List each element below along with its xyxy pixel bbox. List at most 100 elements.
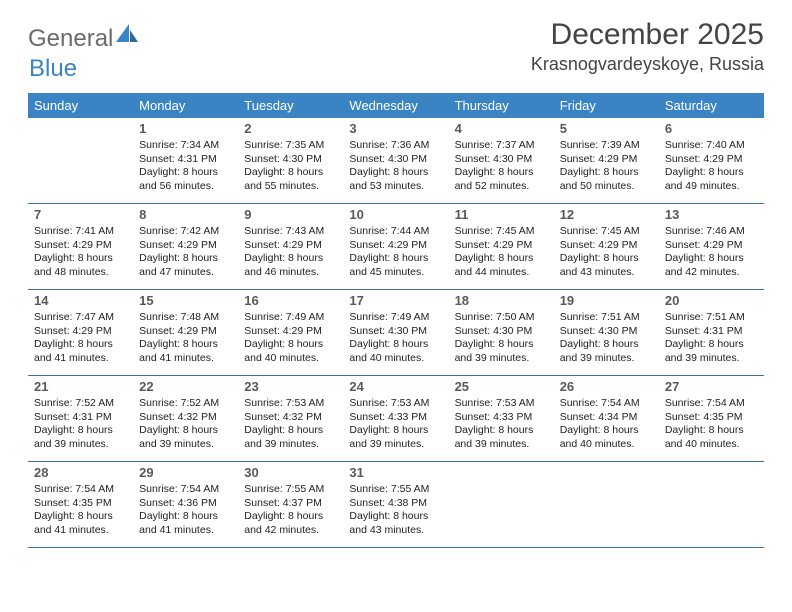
day-number: 19 (560, 293, 653, 310)
day-header: Sunday (28, 93, 133, 118)
day-number: 23 (244, 379, 337, 396)
day-details: Sunrise: 7:43 AMSunset: 4:29 PMDaylight:… (244, 225, 337, 280)
calendar-cell: 1Sunrise: 7:34 AMSunset: 4:31 PMDaylight… (133, 118, 238, 204)
day-header: Thursday (449, 93, 554, 118)
calendar-week: 7Sunrise: 7:41 AMSunset: 4:29 PMDaylight… (28, 204, 764, 290)
day-number: 31 (349, 465, 442, 482)
day-number: 15 (139, 293, 232, 310)
day-details: Sunrise: 7:54 AMSunset: 4:35 PMDaylight:… (665, 397, 758, 452)
calendar-cell: 11Sunrise: 7:45 AMSunset: 4:29 PMDayligh… (449, 204, 554, 290)
day-number: 11 (455, 207, 548, 224)
calendar-cell (449, 462, 554, 548)
calendar-cell: 3Sunrise: 7:36 AMSunset: 4:30 PMDaylight… (343, 118, 448, 204)
day-details: Sunrise: 7:49 AMSunset: 4:30 PMDaylight:… (349, 311, 442, 366)
day-number: 2 (244, 121, 337, 138)
day-header: Saturday (659, 93, 764, 118)
day-details: Sunrise: 7:46 AMSunset: 4:29 PMDaylight:… (665, 225, 758, 280)
day-details: Sunrise: 7:51 AMSunset: 4:31 PMDaylight:… (665, 311, 758, 366)
calendar-cell: 12Sunrise: 7:45 AMSunset: 4:29 PMDayligh… (554, 204, 659, 290)
day-number: 14 (34, 293, 127, 310)
day-details: Sunrise: 7:53 AMSunset: 4:33 PMDaylight:… (455, 397, 548, 452)
day-details: Sunrise: 7:51 AMSunset: 4:30 PMDaylight:… (560, 311, 653, 366)
calendar-cell: 21Sunrise: 7:52 AMSunset: 4:31 PMDayligh… (28, 376, 133, 462)
day-details: Sunrise: 7:37 AMSunset: 4:30 PMDaylight:… (455, 139, 548, 194)
calendar-cell: 25Sunrise: 7:53 AMSunset: 4:33 PMDayligh… (449, 376, 554, 462)
calendar-cell: 10Sunrise: 7:44 AMSunset: 4:29 PMDayligh… (343, 204, 448, 290)
day-details: Sunrise: 7:48 AMSunset: 4:29 PMDaylight:… (139, 311, 232, 366)
calendar-cell: 9Sunrise: 7:43 AMSunset: 4:29 PMDaylight… (238, 204, 343, 290)
calendar-cell: 14Sunrise: 7:47 AMSunset: 4:29 PMDayligh… (28, 290, 133, 376)
day-number: 12 (560, 207, 653, 224)
calendar-cell: 16Sunrise: 7:49 AMSunset: 4:29 PMDayligh… (238, 290, 343, 376)
calendar-cell: 28Sunrise: 7:54 AMSunset: 4:35 PMDayligh… (28, 462, 133, 548)
page-title: December 2025 (531, 18, 764, 52)
day-details: Sunrise: 7:45 AMSunset: 4:29 PMDaylight:… (560, 225, 653, 280)
day-details: Sunrise: 7:44 AMSunset: 4:29 PMDaylight:… (349, 225, 442, 280)
calendar-week: 21Sunrise: 7:52 AMSunset: 4:31 PMDayligh… (28, 376, 764, 462)
calendar-cell: 19Sunrise: 7:51 AMSunset: 4:30 PMDayligh… (554, 290, 659, 376)
day-number: 20 (665, 293, 758, 310)
day-number: 3 (349, 121, 442, 138)
day-number: 9 (244, 207, 337, 224)
calendar-cell: 30Sunrise: 7:55 AMSunset: 4:37 PMDayligh… (238, 462, 343, 548)
day-number: 27 (665, 379, 758, 396)
day-header: Tuesday (238, 93, 343, 118)
day-number: 17 (349, 293, 442, 310)
day-header: Wednesday (343, 93, 448, 118)
calendar-cell: 7Sunrise: 7:41 AMSunset: 4:29 PMDaylight… (28, 204, 133, 290)
day-details: Sunrise: 7:42 AMSunset: 4:29 PMDaylight:… (139, 225, 232, 280)
day-details: Sunrise: 7:39 AMSunset: 4:29 PMDaylight:… (560, 139, 653, 194)
day-details: Sunrise: 7:49 AMSunset: 4:29 PMDaylight:… (244, 311, 337, 366)
day-header: Friday (554, 93, 659, 118)
day-number: 5 (560, 121, 653, 138)
calendar-cell: 8Sunrise: 7:42 AMSunset: 4:29 PMDaylight… (133, 204, 238, 290)
day-number: 7 (34, 207, 127, 224)
day-details: Sunrise: 7:36 AMSunset: 4:30 PMDaylight:… (349, 139, 442, 194)
calendar-cell: 18Sunrise: 7:50 AMSunset: 4:30 PMDayligh… (449, 290, 554, 376)
logo-word-2: Blue (29, 55, 77, 82)
day-details: Sunrise: 7:54 AMSunset: 4:34 PMDaylight:… (560, 397, 653, 452)
day-details: Sunrise: 7:54 AMSunset: 4:35 PMDaylight:… (34, 483, 127, 538)
day-number: 6 (665, 121, 758, 138)
day-details: Sunrise: 7:55 AMSunset: 4:37 PMDaylight:… (244, 483, 337, 538)
day-number: 24 (349, 379, 442, 396)
day-details: Sunrise: 7:45 AMSunset: 4:29 PMDaylight:… (455, 225, 548, 280)
calendar-body: 1Sunrise: 7:34 AMSunset: 4:31 PMDaylight… (28, 118, 764, 548)
calendar-cell: 29Sunrise: 7:54 AMSunset: 4:36 PMDayligh… (133, 462, 238, 548)
day-details: Sunrise: 7:54 AMSunset: 4:36 PMDaylight:… (139, 483, 232, 538)
logo-word-1: General (28, 25, 113, 53)
day-details: Sunrise: 7:52 AMSunset: 4:31 PMDaylight:… (34, 397, 127, 452)
day-details: Sunrise: 7:35 AMSunset: 4:30 PMDaylight:… (244, 139, 337, 194)
day-number: 1 (139, 121, 232, 138)
day-details: Sunrise: 7:40 AMSunset: 4:29 PMDaylight:… (665, 139, 758, 194)
calendar-cell (28, 118, 133, 204)
calendar-week: 14Sunrise: 7:47 AMSunset: 4:29 PMDayligh… (28, 290, 764, 376)
logo-sail-icon (113, 24, 140, 53)
day-details: Sunrise: 7:55 AMSunset: 4:38 PMDaylight:… (349, 483, 442, 538)
calendar-cell: 15Sunrise: 7:48 AMSunset: 4:29 PMDayligh… (133, 290, 238, 376)
day-details: Sunrise: 7:34 AMSunset: 4:31 PMDaylight:… (139, 139, 232, 194)
day-number: 29 (139, 465, 232, 482)
calendar-cell (659, 462, 764, 548)
calendar-week: 28Sunrise: 7:54 AMSunset: 4:35 PMDayligh… (28, 462, 764, 548)
calendar-table: SundayMondayTuesdayWednesdayThursdayFrid… (28, 93, 764, 548)
day-number: 22 (139, 379, 232, 396)
calendar-cell: 4Sunrise: 7:37 AMSunset: 4:30 PMDaylight… (449, 118, 554, 204)
day-number: 16 (244, 293, 337, 310)
calendar-cell: 5Sunrise: 7:39 AMSunset: 4:29 PMDaylight… (554, 118, 659, 204)
day-number: 10 (349, 207, 442, 224)
calendar-cell: 22Sunrise: 7:52 AMSunset: 4:32 PMDayligh… (133, 376, 238, 462)
calendar-head: SundayMondayTuesdayWednesdayThursdayFrid… (28, 93, 764, 118)
day-details: Sunrise: 7:47 AMSunset: 4:29 PMDaylight:… (34, 311, 127, 366)
day-details: Sunrise: 7:52 AMSunset: 4:32 PMDaylight:… (139, 397, 232, 452)
day-details: Sunrise: 7:50 AMSunset: 4:30 PMDaylight:… (455, 311, 548, 366)
day-number: 18 (455, 293, 548, 310)
calendar-week: 1Sunrise: 7:34 AMSunset: 4:31 PMDaylight… (28, 118, 764, 204)
calendar-cell: 20Sunrise: 7:51 AMSunset: 4:31 PMDayligh… (659, 290, 764, 376)
day-number: 30 (244, 465, 337, 482)
day-details: Sunrise: 7:41 AMSunset: 4:29 PMDaylight:… (34, 225, 127, 280)
day-number: 28 (34, 465, 127, 482)
calendar-cell: 13Sunrise: 7:46 AMSunset: 4:29 PMDayligh… (659, 204, 764, 290)
calendar-cell: 2Sunrise: 7:35 AMSunset: 4:30 PMDaylight… (238, 118, 343, 204)
calendar-cell: 24Sunrise: 7:53 AMSunset: 4:33 PMDayligh… (343, 376, 448, 462)
